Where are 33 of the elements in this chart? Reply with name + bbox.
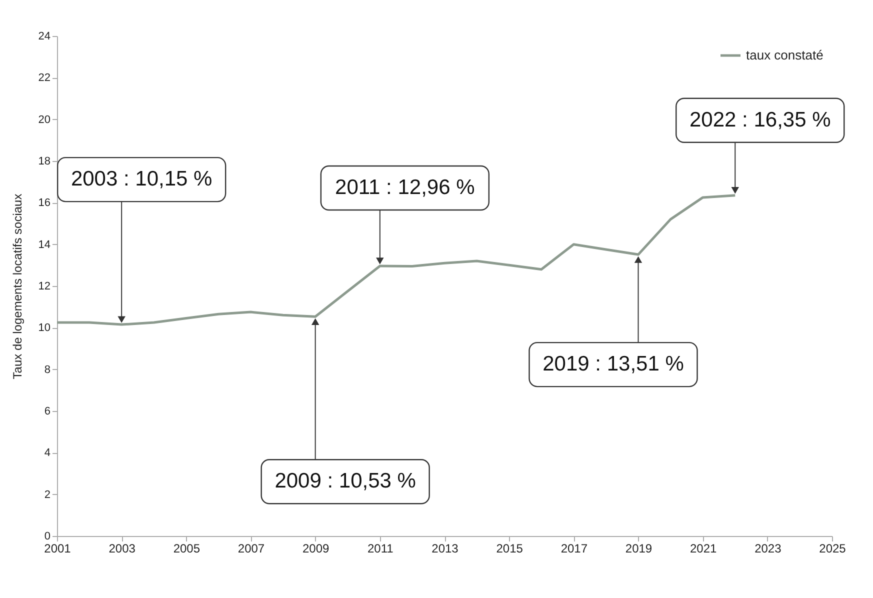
y-tick-label: 24 [38,30,50,42]
y-tick-label: 20 [38,114,50,126]
annotation: 2003 : 10,15 % [70,168,212,191]
annotation: 2009 : 10,53 % [274,470,416,493]
y-tick-label: 12 [38,280,50,292]
y-tick-label: 4 [44,447,50,460]
y-tick-label: 14 [38,238,50,251]
x-tick-label: 2003 [108,542,136,556]
y-tick-label: 6 [44,406,50,418]
y-tick-label: 8 [44,364,50,376]
y-axis-title: Taux de logements locatifs sociaux [10,194,24,380]
legend-label: taux constaté [746,48,824,62]
y-tick-label: 16 [38,197,50,210]
y-tick-label: 0 [44,530,50,542]
y-tick-label: 18 [38,156,50,168]
y-tick-label: 22 [38,72,50,84]
y-tick-label: 10 [38,322,50,334]
annotation: 2011 : 12,96 % [335,176,475,199]
y-tick-label: 2 [44,488,50,501]
x-tick-label: 2001 [44,542,72,556]
x-tick-label: 2007 [238,542,265,556]
x-tick-label: 2025 [819,542,846,556]
x-tick-label: 2023 [754,542,782,556]
x-tick-label: 2017 [560,542,588,556]
x-tick-label: 2021 [690,542,718,556]
annotation: 2022 : 16,35 % [689,108,831,132]
x-tick-label: 2013 [432,542,459,556]
x-tick-label: 2011 [368,542,394,556]
x-tick-label: 2005 [173,542,200,556]
x-tick-label: 2009 [302,542,330,556]
annotation: 2019 : 13,51 % [542,352,684,376]
x-tick-label: 2015 [496,542,524,556]
x-tick-label: 2019 [625,542,652,556]
